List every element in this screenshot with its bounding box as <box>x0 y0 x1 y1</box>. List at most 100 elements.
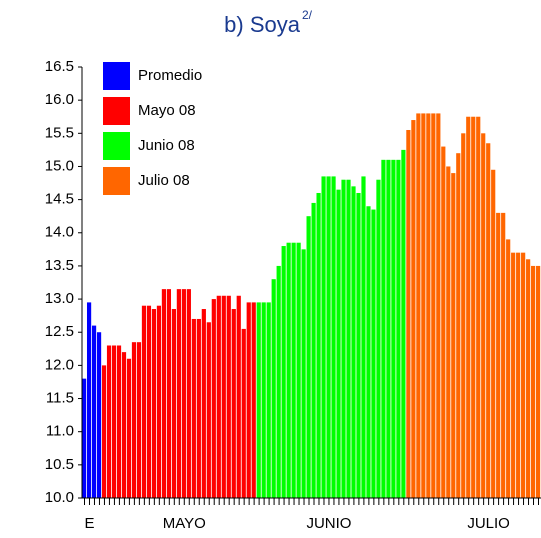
bar <box>181 289 186 498</box>
bar <box>416 113 421 499</box>
bar <box>236 295 241 498</box>
bar <box>386 159 391 499</box>
bar <box>231 309 236 498</box>
bar <box>82 378 87 498</box>
bar <box>456 153 461 498</box>
bar <box>481 133 486 499</box>
x-tick-label: JULIO <box>467 515 510 532</box>
bar <box>526 259 531 498</box>
bar <box>131 342 137 498</box>
bar <box>91 325 97 498</box>
bar <box>106 345 112 498</box>
bar <box>466 116 471 498</box>
bar <box>516 252 521 498</box>
bar <box>401 149 406 498</box>
bar <box>246 302 251 498</box>
bar <box>316 192 321 498</box>
y-tick-label: 11.0 <box>46 423 74 440</box>
y-tick-label: 13.0 <box>45 290 74 307</box>
bar <box>226 295 231 498</box>
y-tick-label: 10.5 <box>45 456 74 473</box>
bar <box>356 192 361 498</box>
bar <box>471 116 476 498</box>
legend-swatch <box>103 132 130 160</box>
bar <box>396 159 401 499</box>
bar <box>366 206 371 498</box>
bar <box>121 352 127 498</box>
y-tick-label: 14.5 <box>45 191 74 208</box>
bar <box>426 113 431 499</box>
bar <box>291 242 296 498</box>
legend-label: Promedio <box>138 67 202 84</box>
bar <box>86 302 92 498</box>
bar <box>186 289 191 498</box>
y-tick-label: 10.0 <box>45 489 74 506</box>
y-tick-label: 15.5 <box>45 124 74 141</box>
title-superscript: 2/ <box>302 8 313 22</box>
bar <box>441 146 446 499</box>
bar <box>101 365 107 498</box>
bar <box>276 265 281 498</box>
bar <box>301 249 306 498</box>
bar <box>376 179 381 498</box>
bar <box>111 345 117 498</box>
y-tick-label: 15.0 <box>45 157 74 174</box>
x-tick-label: MAYO <box>163 515 206 532</box>
bar <box>346 179 351 498</box>
bar <box>446 166 451 498</box>
bar <box>286 242 291 498</box>
bar <box>176 289 181 498</box>
bar <box>151 309 157 498</box>
bar <box>321 176 326 498</box>
bar <box>206 322 211 498</box>
bar <box>391 159 396 499</box>
bar <box>156 305 162 498</box>
bar <box>421 113 426 499</box>
bar <box>381 159 386 499</box>
y-tick-label: 11.5 <box>46 390 74 407</box>
bar <box>531 265 536 498</box>
x-tick-label: JUNIO <box>306 515 351 532</box>
y-tick-label: 13.5 <box>45 257 74 274</box>
legend-swatch <box>103 62 130 90</box>
bar <box>196 318 201 498</box>
bar <box>371 209 376 499</box>
bar <box>146 305 152 498</box>
bar <box>171 309 176 498</box>
bar <box>216 295 221 498</box>
bar <box>326 176 331 498</box>
bar <box>241 328 246 498</box>
bar <box>331 176 336 498</box>
bar <box>166 289 172 498</box>
chart-title: b) Soya <box>224 12 301 37</box>
legend-swatch <box>103 167 130 195</box>
bar <box>261 302 266 498</box>
bar <box>336 189 341 498</box>
bar <box>306 216 311 498</box>
bar <box>506 239 511 498</box>
bar <box>436 113 441 499</box>
bar <box>141 305 147 498</box>
bar <box>311 202 316 498</box>
bar <box>116 345 122 498</box>
bar <box>251 302 256 498</box>
y-tick-label: 16.5 <box>45 58 74 75</box>
bar <box>486 143 491 498</box>
bar <box>341 179 346 498</box>
y-tick-label: 14.0 <box>45 224 74 241</box>
bar <box>296 242 301 498</box>
bar <box>201 309 206 498</box>
bar <box>126 358 132 498</box>
y-tick-label: 16.0 <box>45 91 74 108</box>
bar <box>491 169 496 498</box>
bar <box>406 129 411 498</box>
bar <box>476 116 481 498</box>
bar <box>361 176 366 498</box>
bar <box>521 252 526 498</box>
y-tick-label: 12.5 <box>45 323 74 340</box>
bar <box>411 120 416 499</box>
legend-label: Mayo 08 <box>138 102 196 119</box>
bar <box>536 265 541 498</box>
bar <box>511 252 516 498</box>
